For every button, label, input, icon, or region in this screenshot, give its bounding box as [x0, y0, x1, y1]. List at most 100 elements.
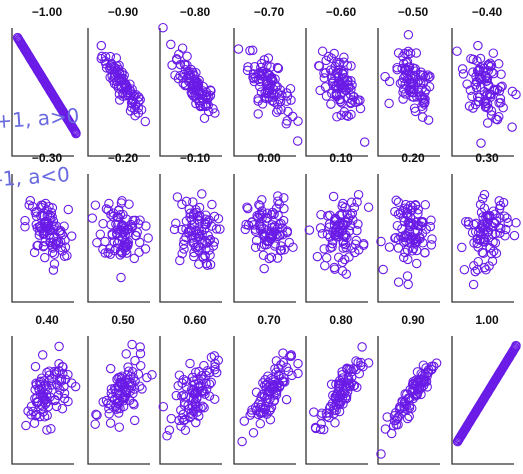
panel-axes — [233, 28, 296, 157]
scatter-point — [459, 264, 470, 275]
scatter-point — [198, 374, 208, 384]
scatter-point — [312, 251, 323, 262]
scatter-point — [197, 93, 208, 103]
scatter-point — [495, 228, 505, 238]
scatter-point — [164, 425, 175, 435]
scatter-point — [141, 221, 151, 231]
scatter-point — [388, 420, 399, 431]
scatter-point — [322, 229, 333, 240]
scatter-point — [417, 218, 428, 228]
scatter-point — [250, 242, 261, 253]
scatter-point — [186, 214, 197, 225]
scatter-point — [111, 404, 122, 414]
scatter-point — [243, 203, 253, 214]
scatter-point — [413, 204, 423, 215]
scatter-point — [135, 360, 146, 371]
scatter-point — [496, 223, 506, 234]
scatter-point — [178, 390, 189, 400]
scatter-point — [209, 394, 220, 404]
scatter-point — [398, 212, 409, 223]
scatter-point — [405, 238, 415, 249]
scatter-point — [106, 58, 117, 69]
scatter-point — [314, 60, 324, 71]
scatter-panel: −0.50 — [377, 5, 440, 157]
scatter-point — [98, 244, 108, 255]
scatter-point — [420, 247, 430, 258]
scatter-point — [315, 424, 326, 435]
scatter-point — [128, 398, 138, 409]
scatter-point — [380, 424, 391, 434]
scatter-point — [135, 215, 145, 225]
scatter-point — [278, 372, 289, 383]
scatter-point — [292, 136, 303, 146]
scatter-point — [400, 89, 411, 99]
scatter-point — [426, 364, 437, 375]
scatter-point — [384, 76, 395, 87]
scatter-point — [393, 48, 404, 58]
scatter-point — [329, 262, 340, 273]
scatter-point — [391, 195, 401, 206]
scatter-point — [193, 231, 204, 242]
scatter-point — [266, 88, 277, 99]
scatter-point — [127, 367, 138, 377]
scatter-point — [245, 410, 255, 420]
scatter-point — [338, 399, 348, 409]
panel-axes — [451, 28, 514, 157]
scatter-point — [60, 242, 71, 252]
scatter-point — [486, 248, 497, 259]
scatter-point — [452, 46, 462, 56]
scatter-point — [108, 211, 118, 222]
scatter-point — [382, 412, 392, 422]
scatter-point — [349, 202, 360, 213]
scatter-point — [273, 105, 283, 115]
scatter-panel: −0.30 — [11, 151, 77, 303]
scatter-point — [419, 371, 430, 382]
scatter-point — [281, 394, 292, 405]
scatter-point — [186, 224, 197, 234]
scatter-point — [140, 116, 151, 127]
scatter-point — [332, 68, 343, 78]
scatter-panel: 0.40 — [11, 313, 81, 465]
scatter-point — [162, 431, 172, 441]
scatter-point — [423, 115, 434, 125]
scatter-point — [91, 409, 101, 420]
scatter-point — [490, 218, 500, 229]
scatter-point — [115, 372, 125, 383]
scatter-point — [47, 247, 58, 258]
scatter-point — [248, 428, 259, 438]
scatter-point — [105, 418, 116, 428]
scatter-point — [262, 60, 272, 71]
scatter-panel: −1.00 — [11, 5, 81, 157]
scatter-point — [329, 48, 339, 59]
scatter-point — [92, 410, 102, 420]
panel-axes — [377, 28, 440, 157]
scatter-point — [410, 233, 421, 243]
scatter-point — [310, 422, 321, 433]
scatter-point — [208, 241, 219, 251]
scatter-point — [174, 49, 184, 60]
scatter-point — [403, 279, 413, 290]
scatter-point — [351, 235, 362, 246]
scatter-point — [105, 363, 116, 374]
scatter-point — [127, 339, 137, 350]
scatter-point — [330, 70, 340, 81]
scatter-point — [109, 245, 120, 256]
scatter-point — [278, 357, 289, 368]
scatter-point — [376, 236, 386, 247]
scatter-point — [407, 232, 417, 242]
scatter-point — [201, 384, 212, 395]
scatter-point — [194, 383, 204, 393]
scatter-point — [479, 237, 490, 247]
scatter-panel: 0.50 — [87, 313, 157, 465]
scatter-panel: −0.60 — [305, 5, 370, 157]
panel-title: 0.00 — [257, 151, 281, 165]
scatter-point — [40, 217, 51, 227]
scatter-point — [172, 192, 183, 202]
scatter-point — [40, 252, 50, 263]
scatter-point — [321, 408, 332, 418]
scatter-point — [268, 379, 278, 390]
scatter-point — [317, 46, 328, 57]
scatter-point — [402, 204, 413, 214]
scatter-point — [416, 374, 427, 385]
